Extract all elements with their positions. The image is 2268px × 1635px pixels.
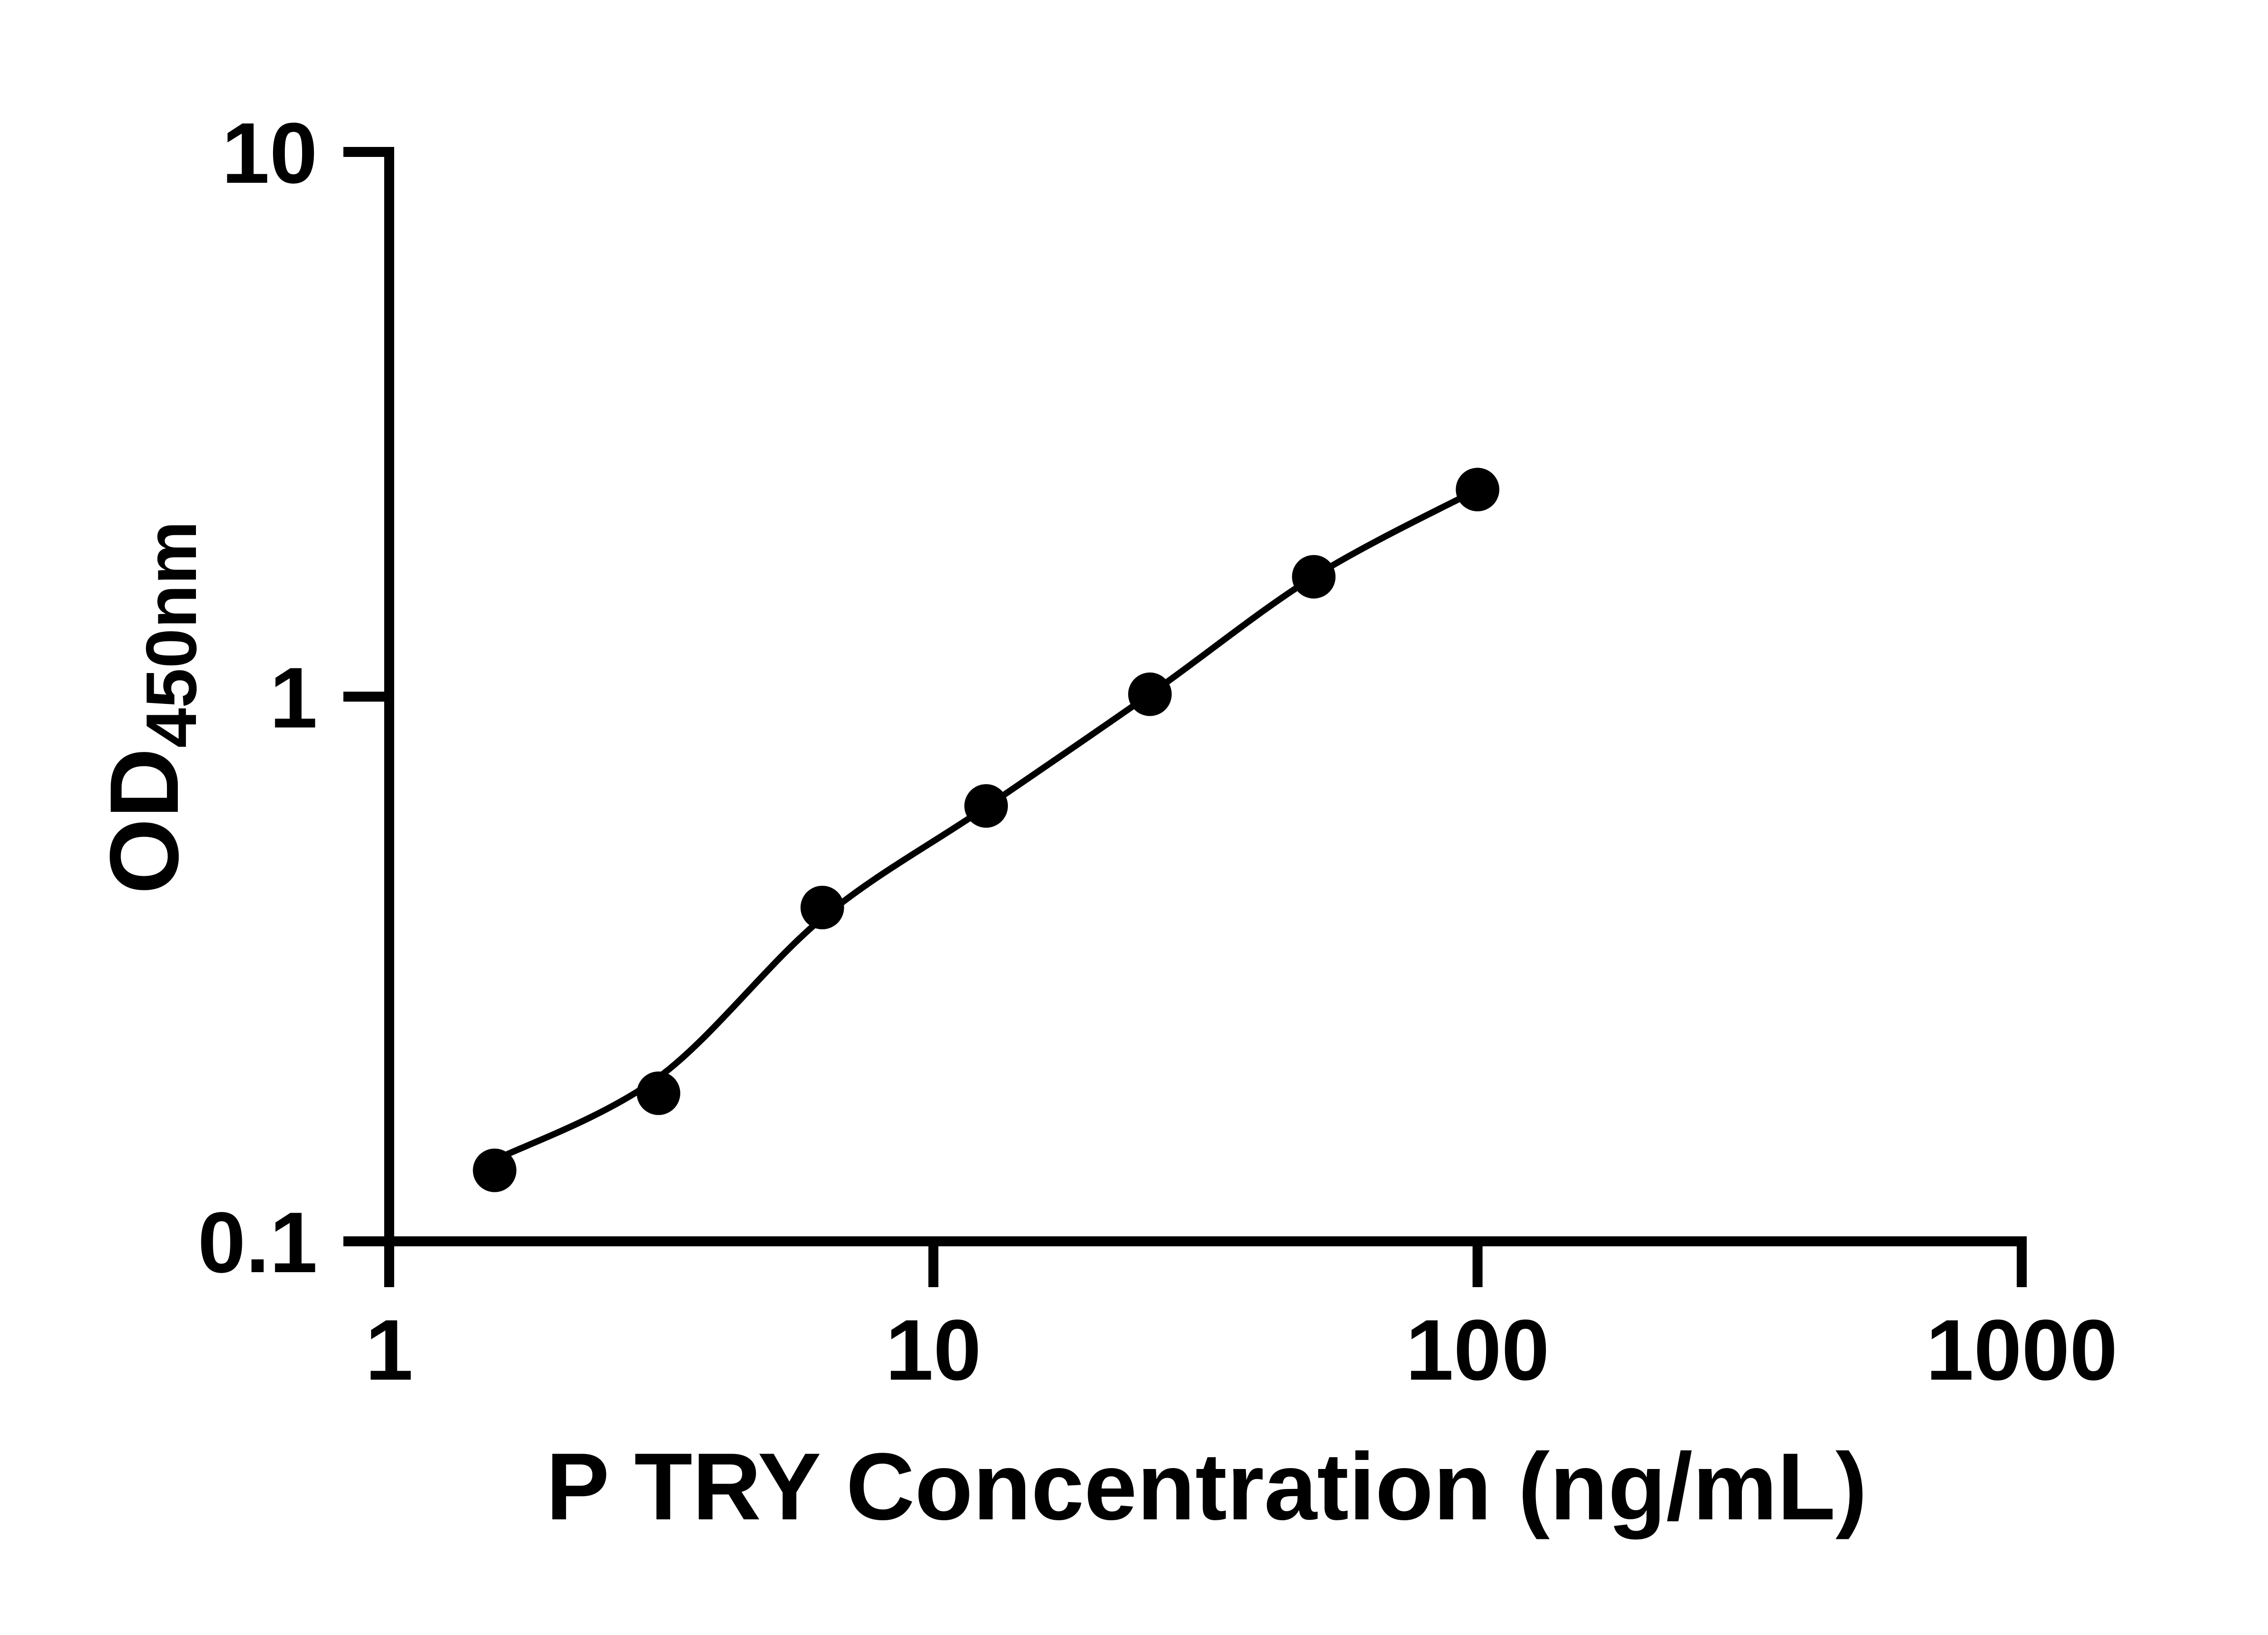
x-tick-label-1: 1 [365, 1302, 413, 1398]
x-tick-label-10: 10 [885, 1302, 981, 1398]
x-tick-100 [1472, 1241, 1483, 1287]
data-point [1128, 672, 1172, 716]
data-point [1456, 468, 1500, 512]
y-axis-title-subscript: 450nm [132, 521, 211, 748]
data-point [636, 1071, 680, 1115]
x-tick-label-100: 100 [1406, 1302, 1549, 1398]
y-axis-line [384, 147, 394, 1287]
data-point [1292, 555, 1336, 599]
tick-labels: 1 10 100 1000 10 1 0.1 [198, 105, 2118, 1398]
x-tick-label-1000: 1000 [1926, 1302, 2118, 1398]
y-axis-title: OD450nm [89, 521, 211, 894]
data-point [800, 886, 844, 929]
y-tick-10 [343, 147, 389, 157]
data-points [473, 468, 1500, 1192]
y-tick-label-10: 10 [222, 105, 318, 201]
y-tick-label-0.1: 0.1 [198, 1195, 318, 1291]
x-tick-1 [384, 1241, 394, 1287]
y-axis-title-main: OD [89, 748, 199, 894]
y-tick-0.1 [343, 1236, 389, 1246]
x-tick-10 [928, 1241, 938, 1287]
axes [343, 147, 2027, 1287]
y-tick-1 [343, 692, 389, 702]
x-axis-title: P TRY Concentration (ng/mL) [546, 1433, 1867, 1540]
data-point [473, 1148, 517, 1192]
y-tick-label-1: 1 [269, 650, 318, 746]
data-point [964, 784, 1008, 828]
x-tick-1000 [2017, 1241, 2027, 1287]
x-axis-line [343, 1236, 2027, 1246]
axis-ticks [343, 147, 2027, 1287]
